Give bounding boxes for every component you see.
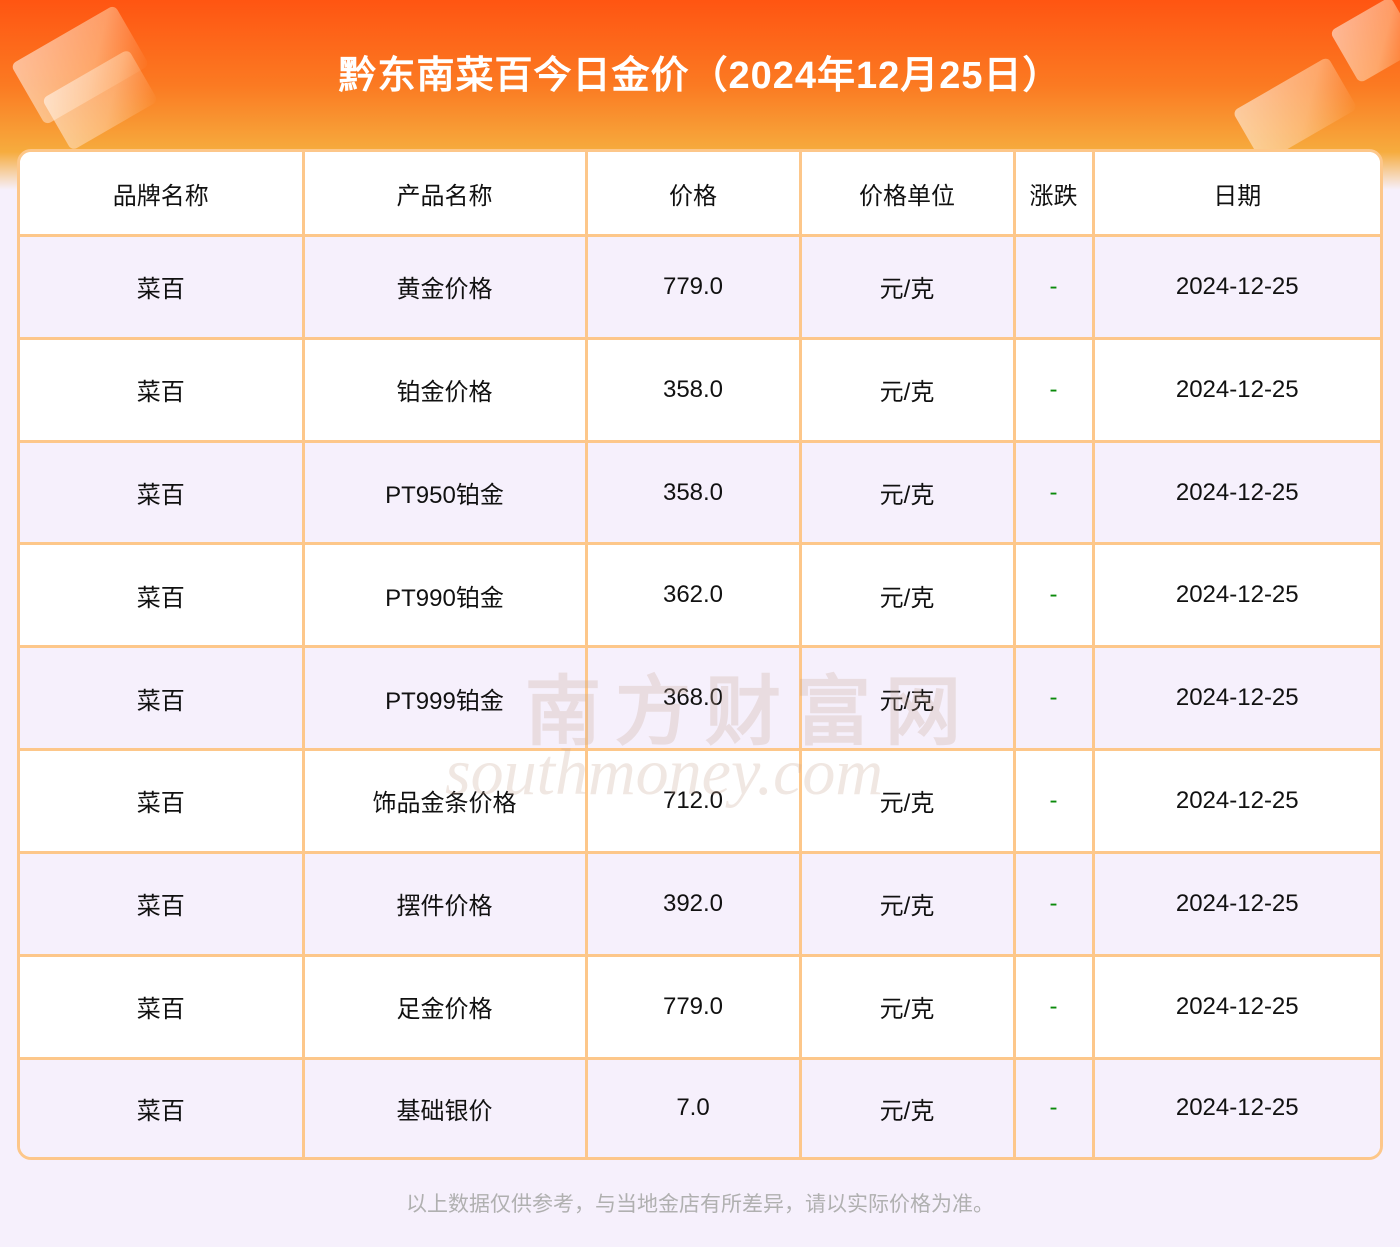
price-cell: 7.0 (584, 1056, 802, 1157)
date-cell: 2024-12-25 (1091, 439, 1380, 546)
unit-cell: 元/克 (798, 1056, 1016, 1157)
change-cell: - (1012, 336, 1095, 443)
date-cell: 2024-12-25 (1091, 336, 1380, 443)
price-table: 品牌名称 产品名称 价格 价格单位 涨跌 日期 菜百 黄金价格 779.0 元/克 -2… (17, 149, 1383, 1160)
product-cell: 铂金价格 (301, 336, 588, 443)
disclaimer-note: 以上数据仅供参考，与当地金店有所差异，请以实际价格为准。 (406, 1193, 994, 1216)
table-header-row: 品牌名称 产品名称 价格 价格单位 涨跌 日期 (20, 152, 1380, 237)
date-cell: 2024-12-25 (1091, 953, 1380, 1060)
price-cell: 358.0 (584, 439, 802, 546)
date-cell: 2024-12-25 (1091, 542, 1380, 649)
change-cell: - (1012, 542, 1095, 649)
table-row: 菜百 铂金价格 358.0 元/克 -2024-12-25 (20, 336, 1380, 443)
unit-cell: 元/克 (798, 542, 1016, 649)
product-cell: 饰品金条价格 (301, 748, 588, 854)
product-cell: 基础银价 (301, 1056, 588, 1157)
column-header-date: 日期 (1091, 152, 1380, 237)
unit-cell: 元/克 (798, 234, 1016, 340)
date-cell: 2024-12-25 (1091, 234, 1380, 340)
table-row: 菜百 黄金价格 779.0 元/克 -2024-12-25 (20, 234, 1380, 340)
column-header-change: 涨跌 (1012, 152, 1095, 237)
change-cell: - (1012, 953, 1095, 1060)
table-row: 菜百 足金价格 779.0 元/克 -2024-12-25 (20, 953, 1380, 1060)
date-cell: 2024-12-25 (1091, 748, 1380, 854)
unit-cell: 元/克 (798, 439, 1016, 546)
change-cell: - (1012, 645, 1095, 752)
change-cell: - (1012, 850, 1095, 957)
price-cell: 358.0 (584, 336, 802, 443)
unit-cell: 元/克 (798, 336, 1016, 443)
change-cell: - (1012, 1056, 1095, 1157)
table-row: 菜百 摆件价格 392.0 元/克 -2024-12-25 (20, 850, 1380, 957)
brand-cell: 菜百 (20, 234, 305, 340)
table-row: 菜百 基础银价 7.0 元/克 -2024-12-25 (20, 1056, 1380, 1157)
change-cell: - (1012, 748, 1095, 854)
brand-cell: 菜百 (20, 439, 305, 546)
unit-cell: 元/克 (798, 953, 1016, 1060)
page-title: 黔东南菜百今日金价（2024年12月25日） (338, 55, 1062, 97)
date-cell: 2024-12-25 (1091, 850, 1380, 957)
brand-cell: 菜百 (20, 953, 305, 1060)
unit-cell: 元/克 (798, 645, 1016, 752)
brand-cell: 菜百 (20, 748, 305, 854)
table-row: 菜百 PT990铂金 362.0 元/克 -2024-12-25 (20, 542, 1380, 649)
change-cell: - (1012, 234, 1095, 340)
price-cell: 362.0 (584, 542, 802, 649)
column-header-unit: 价格单位 (798, 152, 1016, 237)
brand-cell: 菜百 (20, 542, 305, 649)
product-cell: 黄金价格 (301, 234, 588, 340)
brand-cell: 菜百 (20, 336, 305, 443)
product-cell: 足金价格 (301, 953, 588, 1060)
table-row: 菜百 饰品金条价格 712.0 元/克 -2024-12-25 (20, 748, 1380, 854)
date-cell: 2024-12-25 (1091, 1056, 1380, 1157)
product-cell: PT950铂金 (301, 439, 588, 546)
table-row: 菜百 PT950铂金 358.0 元/克 -2024-12-25 (20, 439, 1380, 546)
price-cell: 712.0 (584, 748, 802, 854)
product-cell: 摆件价格 (301, 850, 588, 957)
unit-cell: 元/克 (798, 850, 1016, 957)
column-header-price: 价格 (584, 152, 802, 237)
column-header-product: 产品名称 (301, 152, 588, 237)
column-header-brand: 品牌名称 (20, 152, 305, 237)
brand-cell: 菜百 (20, 850, 305, 957)
price-cell: 392.0 (584, 850, 802, 957)
brand-cell: 菜百 (20, 645, 305, 752)
date-cell: 2024-12-25 (1091, 645, 1380, 752)
price-cell: 368.0 (584, 645, 802, 752)
price-cell: 779.0 (584, 953, 802, 1060)
change-cell: - (1012, 439, 1095, 546)
brand-cell: 菜百 (20, 1056, 305, 1157)
price-cell: 779.0 (584, 234, 802, 340)
table-row: 菜百 PT999铂金 368.0 元/克 -2024-12-25 (20, 645, 1380, 752)
product-cell: PT990铂金 (301, 542, 588, 649)
unit-cell: 元/克 (798, 748, 1016, 854)
product-cell: PT999铂金 (301, 645, 588, 752)
